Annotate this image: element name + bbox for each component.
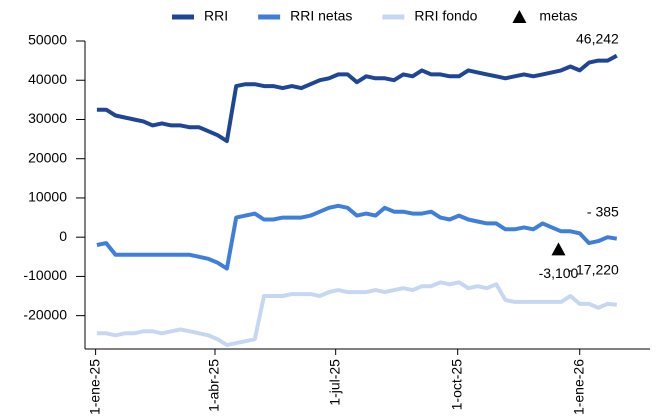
legend-label: RRI fondo xyxy=(414,8,477,24)
legend-label: metas xyxy=(539,8,577,24)
y-tick-label: 30000 xyxy=(28,110,67,126)
series-line xyxy=(96,203,618,271)
data-label: - 17,220 xyxy=(567,261,619,277)
data-label: - 385 xyxy=(587,203,619,219)
x-tick-label: 1-jul-25 xyxy=(326,359,342,406)
series-line xyxy=(96,53,618,144)
legend-label: RRI xyxy=(204,8,228,24)
y-tick-label: -10000 xyxy=(23,267,67,283)
y-tick-label: 40000 xyxy=(28,71,67,87)
x-tick-label: 1-oct-25 xyxy=(448,359,464,411)
legend-label: RRI netas xyxy=(290,8,352,24)
series-line xyxy=(96,280,617,348)
data-label: -3,100 xyxy=(539,265,579,281)
y-tick-label: -20000 xyxy=(23,306,67,322)
y-tick-label: 10000 xyxy=(28,189,67,205)
y-tick-label: 20000 xyxy=(28,149,67,165)
legend-swatch xyxy=(512,10,527,23)
target-marker xyxy=(551,242,566,256)
y-tick-label: 50000 xyxy=(28,32,67,48)
x-tick-label: 1-ene-26 xyxy=(570,359,586,415)
y-tick-label: 0 xyxy=(59,228,67,244)
x-tick-label: 1-abr-25 xyxy=(206,359,222,412)
x-tick-label: 1-ene-25 xyxy=(86,359,102,415)
data-label: 46,242 xyxy=(576,30,619,46)
